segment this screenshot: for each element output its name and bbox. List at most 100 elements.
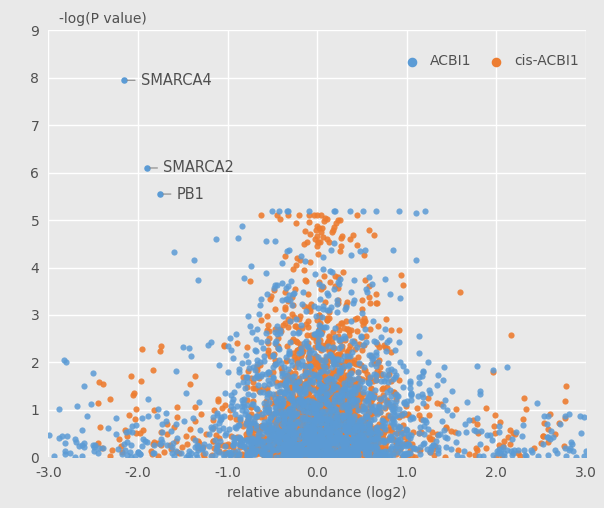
- Point: [271, 419, 281, 427]
- Point: [254, 438, 263, 447]
- Point: [327, 388, 337, 396]
- Point: [363, 399, 373, 407]
- Point: [318, 429, 327, 437]
- Point: [218, 424, 228, 432]
- Point: [361, 424, 371, 432]
- Point: [137, 442, 146, 450]
- Point: [561, 443, 570, 452]
- Point: [336, 387, 346, 395]
- Point: [356, 450, 366, 458]
- Point: [331, 428, 341, 436]
- Point: [361, 437, 370, 445]
- Point: [316, 400, 326, 408]
- Point: [74, 442, 84, 450]
- Point: [289, 447, 299, 455]
- Point: [301, 431, 310, 439]
- Point: [316, 439, 326, 447]
- Point: [292, 322, 301, 330]
- Point: [356, 447, 365, 455]
- Point: [237, 441, 247, 449]
- Point: [345, 415, 355, 423]
- Point: [254, 374, 264, 383]
- Point: [327, 268, 337, 276]
- Point: [291, 440, 301, 448]
- Point: [375, 450, 385, 458]
- Point: [245, 448, 254, 456]
- Point: [291, 448, 300, 456]
- Point: [291, 428, 301, 436]
- Point: [361, 412, 370, 420]
- Point: [354, 447, 364, 455]
- Point: [237, 450, 246, 458]
- Point: [343, 376, 353, 384]
- Point: [285, 338, 295, 346]
- Point: [352, 343, 362, 351]
- Point: [292, 435, 301, 443]
- Point: [313, 435, 323, 443]
- Point: [284, 347, 294, 355]
- Point: [321, 448, 331, 456]
- Point: [342, 406, 352, 414]
- Point: [292, 432, 301, 440]
- Point: [298, 445, 307, 453]
- Point: [312, 360, 322, 368]
- Point: [451, 428, 460, 436]
- Point: [568, 447, 577, 455]
- Point: [315, 313, 325, 322]
- Point: [579, 452, 588, 460]
- Point: [374, 402, 384, 410]
- Point: [299, 428, 309, 436]
- Point: [303, 428, 312, 436]
- Point: [338, 385, 348, 393]
- Point: [283, 386, 293, 394]
- Point: [264, 409, 274, 418]
- Point: [337, 403, 347, 411]
- Point: [405, 379, 414, 387]
- Point: [330, 359, 339, 367]
- Point: [280, 434, 290, 442]
- Point: [312, 427, 321, 435]
- Point: [320, 407, 329, 415]
- Point: [277, 445, 286, 453]
- Point: [338, 441, 348, 450]
- Point: [314, 423, 324, 431]
- Point: [388, 435, 398, 443]
- Point: [254, 428, 263, 436]
- Point: [252, 442, 262, 451]
- Point: [277, 427, 286, 435]
- Point: [260, 444, 269, 452]
- Point: [356, 440, 366, 448]
- Point: [327, 444, 337, 452]
- Point: [300, 397, 309, 405]
- Point: [329, 411, 339, 420]
- Point: [249, 420, 259, 428]
- Point: [330, 395, 340, 403]
- Point: [286, 447, 295, 455]
- Point: [252, 448, 262, 456]
- Point: [307, 365, 316, 373]
- Point: [362, 289, 371, 297]
- Point: [288, 348, 298, 357]
- Point: [358, 436, 367, 444]
- Point: [318, 452, 327, 460]
- Point: [326, 439, 336, 447]
- Point: [306, 300, 316, 308]
- Point: [356, 389, 365, 397]
- Point: [355, 436, 364, 444]
- Point: [289, 438, 298, 446]
- Point: [297, 357, 307, 365]
- Point: [350, 404, 359, 412]
- Point: [333, 425, 342, 433]
- Legend: ACBI1, cis-ACBI1: ACBI1, cis-ACBI1: [397, 54, 579, 69]
- Point: [353, 426, 363, 434]
- Point: [362, 434, 371, 442]
- Point: [309, 447, 318, 455]
- Point: [364, 420, 373, 428]
- Point: [330, 418, 339, 426]
- Point: [318, 435, 328, 443]
- Point: [300, 414, 310, 422]
- Point: [211, 431, 220, 439]
- Point: [320, 438, 329, 446]
- Point: [339, 446, 349, 454]
- Point: [543, 433, 553, 441]
